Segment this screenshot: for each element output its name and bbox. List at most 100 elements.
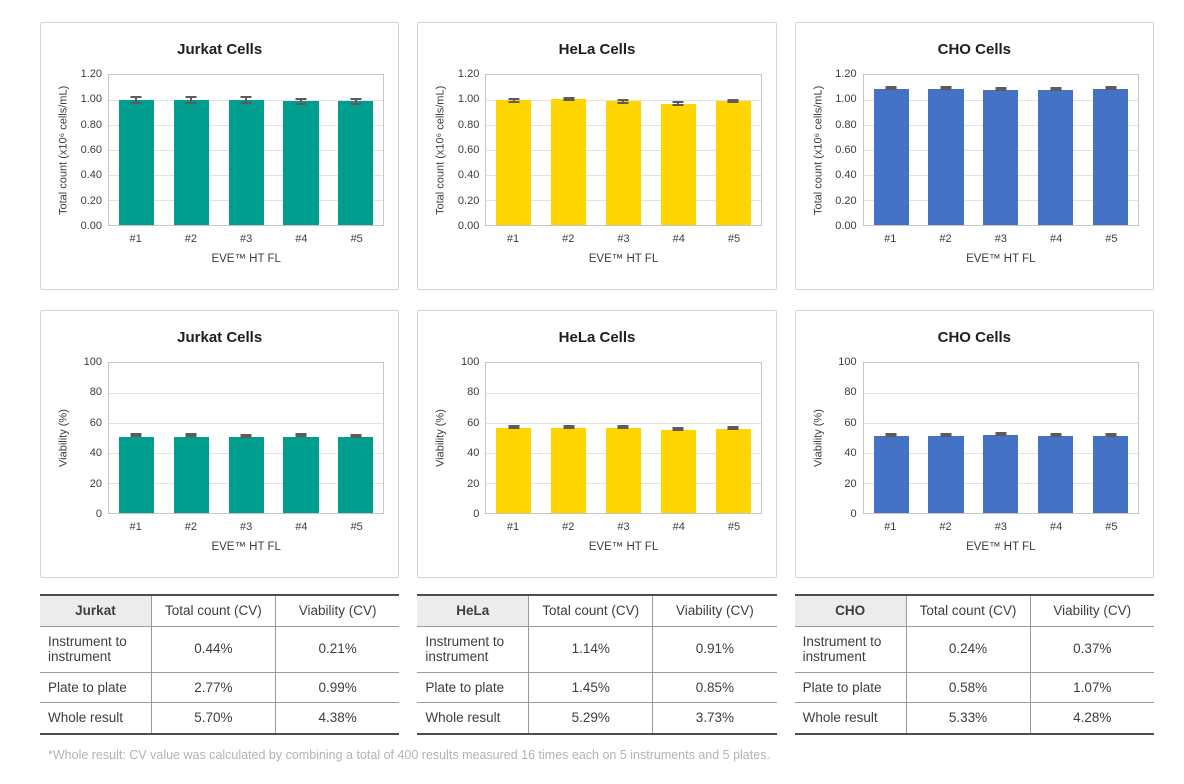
bars-group bbox=[864, 75, 1138, 225]
x-tick-label: #2 bbox=[939, 233, 952, 245]
y-tick-label: 0.00 bbox=[80, 220, 102, 232]
table-col-header: Total count (CV) bbox=[150, 595, 276, 627]
cv-value: 0.85% bbox=[652, 672, 777, 703]
plot-area bbox=[485, 74, 762, 226]
plot-area bbox=[485, 362, 762, 514]
gridline bbox=[109, 423, 384, 424]
cv-value: 0.91% bbox=[652, 626, 777, 673]
gridline bbox=[863, 423, 1138, 424]
plot-column: #1 #2 #3 #4 #5 EVE™ HT FL bbox=[862, 74, 1139, 265]
plot-column: #1 #2 #3 #4 #5 EVE™ HT FL bbox=[108, 362, 385, 553]
x-tick-label: #4 bbox=[672, 521, 685, 533]
x-axis: #1 #2 #3 #4 #5 bbox=[485, 233, 761, 245]
bar-slot bbox=[486, 363, 541, 513]
y-axis-title: Viability (%) bbox=[434, 409, 447, 467]
row-label: Whole result bbox=[425, 710, 501, 726]
y-tick-label: 1.20 bbox=[80, 68, 102, 80]
x-tick-label: #4 bbox=[295, 521, 308, 533]
error-bar bbox=[240, 96, 252, 104]
y-tick-label: 0 bbox=[473, 508, 480, 520]
x-tick-label: #1 bbox=[506, 521, 520, 533]
table-col-header: Viability (CV) bbox=[1029, 595, 1154, 627]
chart-panel-jurkat-total-count: Jurkat Cells Total count (x10⁶ cells/mL)… bbox=[40, 22, 400, 290]
x-axis: #1 #2 #3 #4 #5 bbox=[863, 233, 1139, 245]
x-tick-label: #5 bbox=[727, 233, 741, 245]
cv-value: 1.45% bbox=[528, 672, 653, 703]
x-axis: #1 #2 #3 #4 #5 bbox=[108, 521, 384, 533]
bar-slot bbox=[1028, 75, 1083, 225]
y-tick-label: 0 bbox=[95, 508, 102, 520]
table-row: Plate to plate 1.45% 0.85% bbox=[417, 672, 777, 703]
y-tick-label: 0.20 bbox=[835, 194, 857, 207]
y-axis-title: Viability (%) bbox=[812, 409, 825, 467]
x-tick-label: #5 bbox=[1105, 521, 1118, 533]
bar-slot bbox=[919, 75, 974, 225]
y-tick-label: 1.00 bbox=[457, 93, 480, 106]
cv-table-jurkat: Jurkat Total count (CV) Viability (CV) I… bbox=[40, 594, 400, 735]
y-tick-label: 80 bbox=[467, 386, 480, 399]
y-tick-label: 80 bbox=[844, 386, 857, 399]
plot-area bbox=[108, 362, 385, 514]
x-axis: #1 #2 #3 #4 #5 bbox=[485, 521, 761, 533]
chart-panel-cho-total-count: CHO Cells Total count (x10⁶ cells/mL) 1.… bbox=[794, 22, 1154, 290]
cv-table-hela: HeLa Total count (CV) Viability (CV) Ins… bbox=[417, 594, 777, 735]
error-bar bbox=[617, 424, 629, 429]
cv-value: 0.37% bbox=[1029, 626, 1154, 673]
chart-title: Jurkat Cells bbox=[177, 41, 263, 58]
y-tick-label: 20 bbox=[844, 477, 857, 490]
y-tick-label: 20 bbox=[467, 477, 480, 490]
bar bbox=[928, 88, 964, 225]
bar bbox=[715, 101, 751, 225]
cv-value: 1.14% bbox=[528, 626, 653, 673]
y-axis-title: Total count (x10⁶ cells/mL) bbox=[812, 85, 825, 215]
plot-column: #1 #2 #3 #4 #5 EVE™ HT FL bbox=[485, 74, 762, 265]
bar-slot bbox=[706, 363, 761, 513]
cv-table-cho: CHO Total count (CV) Viability (CV) Inst… bbox=[794, 594, 1154, 735]
y-axis: 1.20 1.00 0.80 0.60 0.40 0.20 0.00 bbox=[72, 68, 108, 232]
error-bar bbox=[995, 87, 1007, 91]
table-name-header: HeLa bbox=[417, 595, 529, 627]
bar bbox=[983, 90, 1019, 225]
x-tick-label: #5 bbox=[350, 521, 363, 533]
x-tick-label: #4 bbox=[1049, 521, 1063, 533]
bar-slot bbox=[973, 363, 1028, 513]
error-bar bbox=[508, 424, 520, 429]
figure: Jurkat Cells Total count (x10⁶ cells/mL)… bbox=[40, 22, 1154, 762]
y-axis: 100 80 60 40 20 0 bbox=[827, 356, 863, 520]
chart-title: HeLa Cells bbox=[558, 329, 636, 346]
gridline bbox=[486, 393, 761, 394]
y-axis-title: Total count (x10⁶ cells/mL) bbox=[434, 85, 447, 215]
bar-slot bbox=[596, 363, 651, 513]
chart-title: Jurkat Cells bbox=[177, 329, 263, 346]
bar-slot bbox=[651, 363, 706, 513]
error-bar bbox=[940, 86, 952, 90]
bars-group bbox=[109, 75, 383, 225]
x-tick-label: #4 bbox=[1049, 233, 1063, 245]
y-tick-label: 1.20 bbox=[835, 68, 857, 80]
chart-area: Viability (%) 100 80 60 40 20 0 #1 #2 #3 #4 #5 EV… bbox=[810, 356, 1139, 553]
error-bar bbox=[1050, 87, 1062, 92]
table-row: Plate to plate 0.58% 1.07% bbox=[794, 672, 1154, 703]
bar bbox=[983, 435, 1019, 513]
table-header-row: CHO Total count (CV) Viability (CV) bbox=[794, 595, 1154, 627]
bar-slot bbox=[541, 75, 596, 225]
y-tick-label: 60 bbox=[844, 416, 857, 429]
table-col-header: Total count (CV) bbox=[905, 595, 1031, 627]
bar bbox=[338, 437, 374, 513]
x-tick-label: #3 bbox=[240, 521, 253, 533]
error-bar bbox=[350, 434, 362, 438]
y-tick-label: 0.20 bbox=[80, 194, 102, 207]
y-axis-title: Viability (%) bbox=[57, 409, 70, 467]
plot-area bbox=[862, 74, 1139, 226]
bar-slot bbox=[164, 363, 219, 513]
bar bbox=[605, 427, 642, 513]
chart-title: CHO Cells bbox=[937, 41, 1011, 58]
cv-value: 4.38% bbox=[274, 702, 400, 734]
y-tick-label: 0.80 bbox=[457, 118, 480, 131]
table-name-header: CHO bbox=[794, 595, 907, 627]
chart-panel-hela-viability: HeLa Cells Viability (%) 100 80 60 40 20 0 #1… bbox=[417, 310, 777, 578]
error-bar bbox=[508, 97, 520, 103]
error-bar bbox=[672, 427, 684, 432]
chart-panel-hela-total-count: HeLa Cells Total count (x10⁶ cells/mL) 1… bbox=[417, 22, 777, 290]
y-tick-label: 40 bbox=[467, 447, 480, 460]
